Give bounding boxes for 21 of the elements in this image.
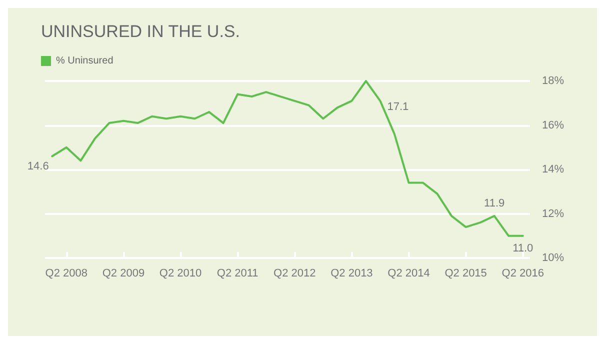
y-tick-label: 12%: [542, 208, 564, 220]
data-label: 17.1: [387, 100, 409, 113]
x-tick-label: Q2 2011: [216, 268, 258, 280]
line-series: [51, 80, 524, 237]
y-tick-label: 14%: [542, 164, 564, 176]
x-tick-label: Q2 2008: [45, 268, 88, 280]
x-tick-label: Q2 2010: [159, 268, 202, 280]
x-tick-label: Q2 2012: [274, 268, 316, 280]
data-label: 11.0: [512, 242, 534, 254]
x-tick-label: Q2 2014: [388, 268, 430, 280]
y-tick-label: 10%: [542, 252, 564, 264]
chart-title: UNINSURED IN THE U.S.: [41, 22, 240, 41]
data-label: 11.9: [484, 197, 505, 210]
x-tick-label: Q2 2016: [502, 268, 544, 280]
x-tick-label: Q2 2015: [444, 268, 487, 280]
data-label: 14.6: [27, 160, 49, 173]
x-tick-label: Q2 2013: [330, 268, 373, 280]
x-tick-label: Q2 2009: [102, 268, 145, 280]
y-tick-label: 16%: [542, 119, 564, 132]
legend-label: % Uninsured: [56, 56, 114, 66]
y-tick-label: 18%: [542, 75, 564, 87]
